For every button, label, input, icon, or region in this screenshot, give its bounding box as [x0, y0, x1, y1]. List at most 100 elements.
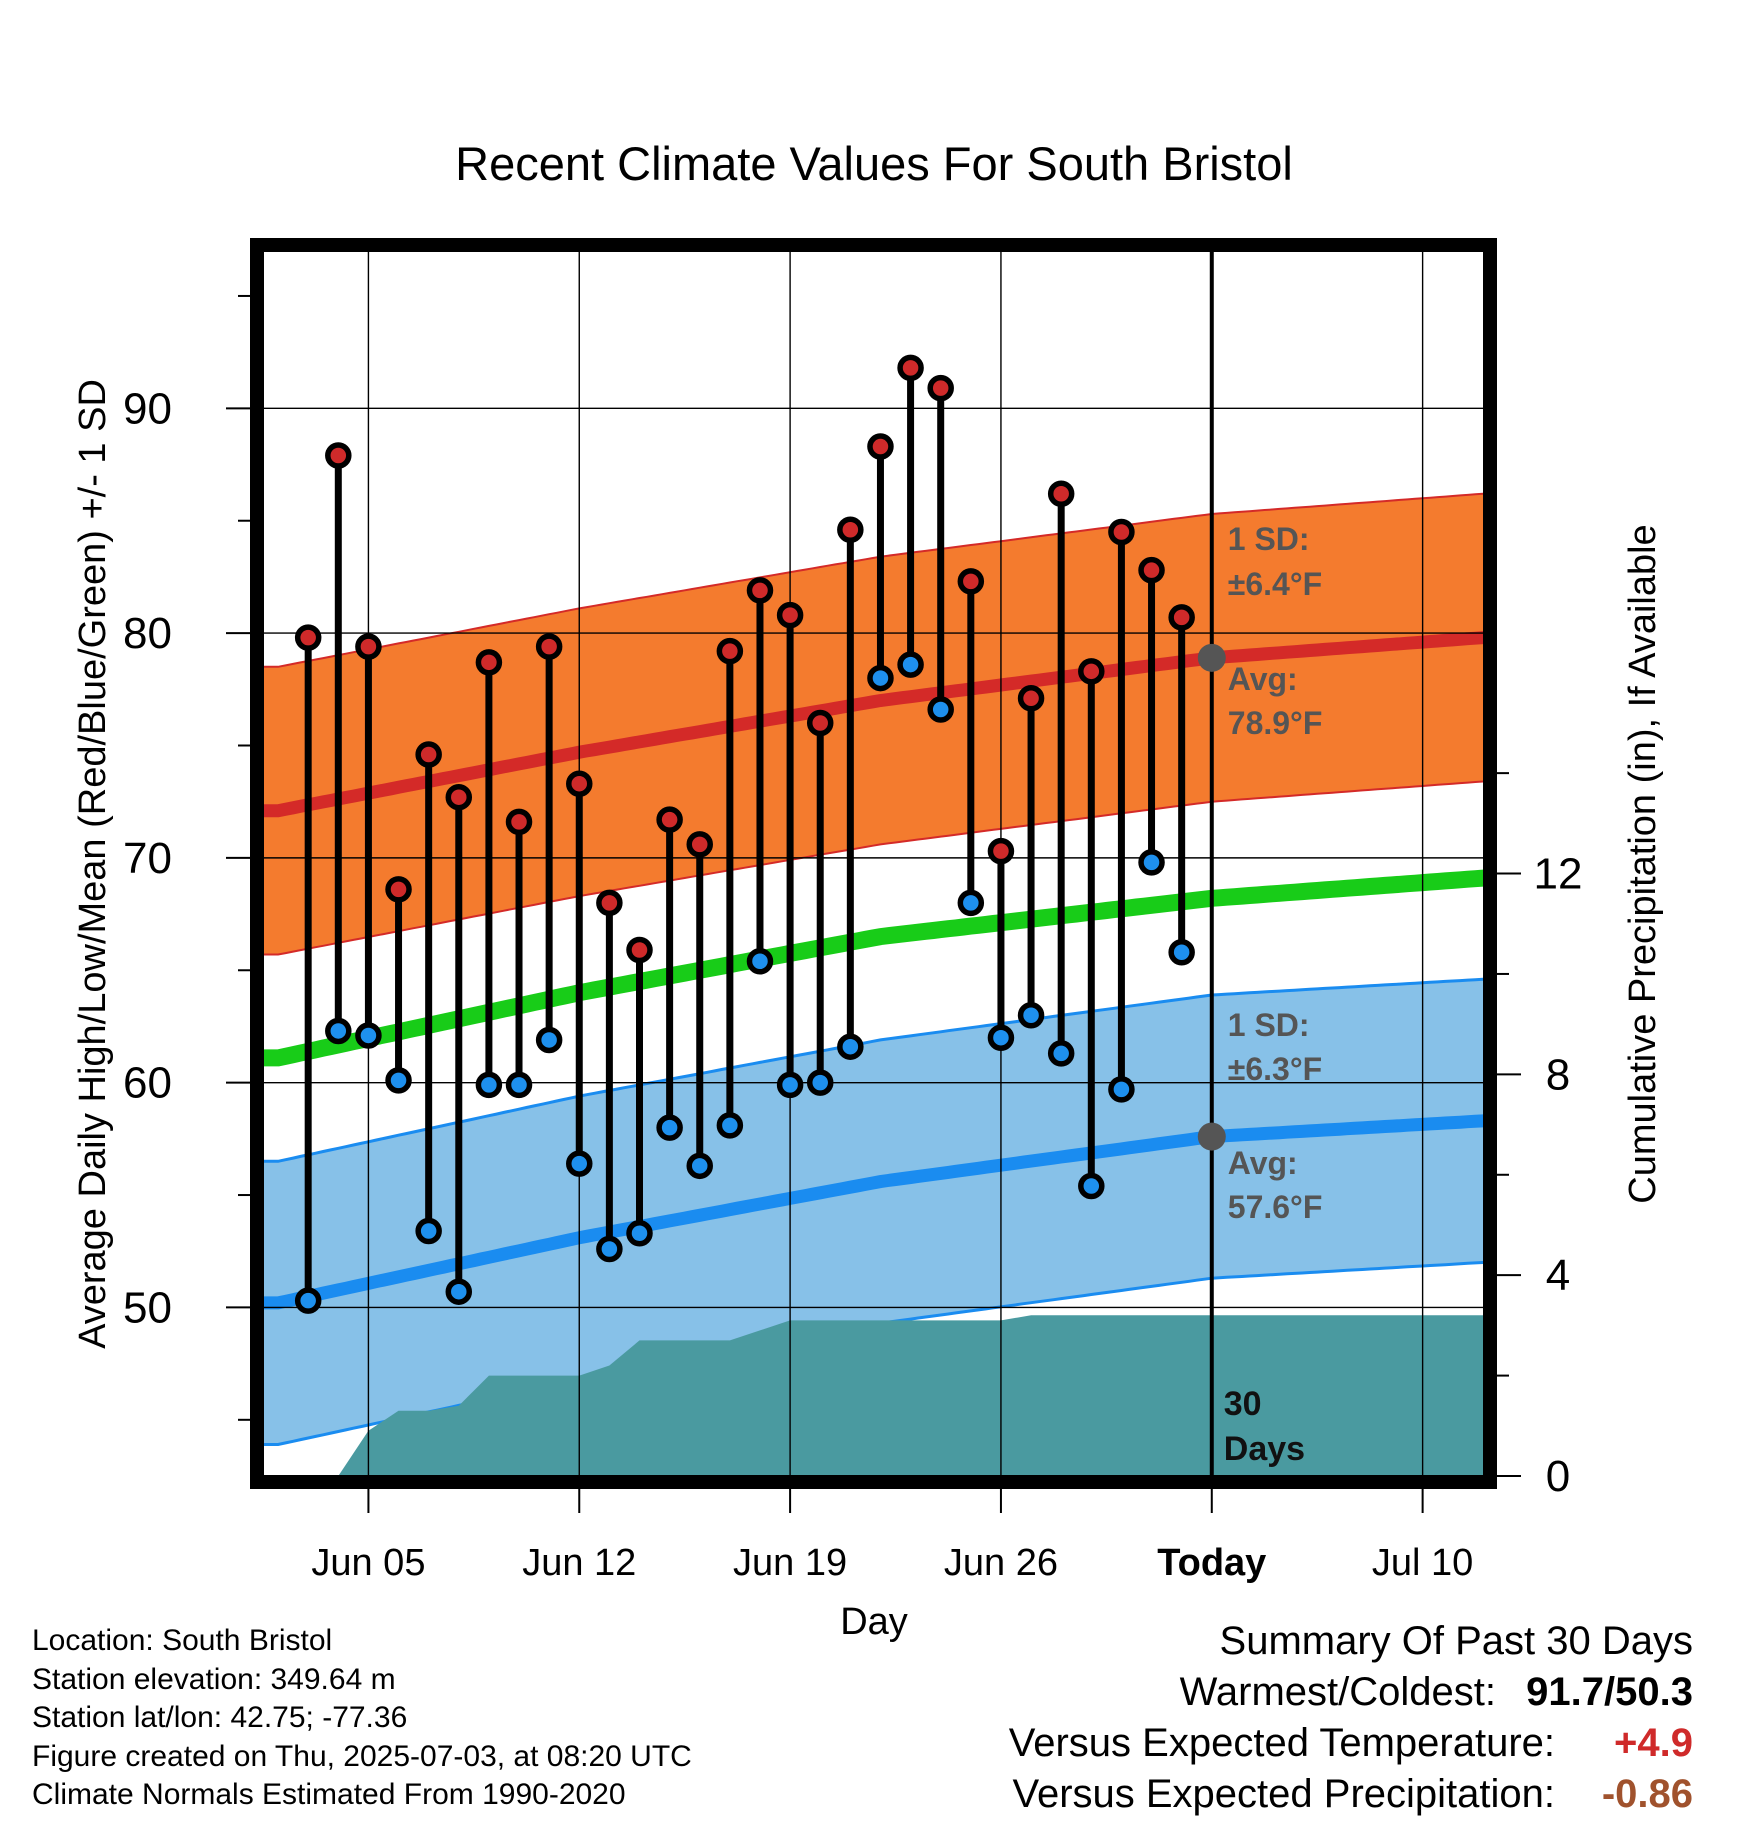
latlon-text: Station lat/lon: 42.75; -77.36	[32, 1701, 408, 1734]
precip-departure-value: -0.86	[1601, 1772, 1693, 1816]
daily-high-point	[1017, 685, 1045, 712]
daily-low-point	[806, 1069, 834, 1096]
daily-high-point	[1168, 604, 1195, 631]
daily-high-point	[686, 831, 713, 858]
low-avg-label: Avg:	[1228, 1145, 1298, 1181]
daily-low-point	[415, 1217, 442, 1245]
summary-precip-row: Versus Expected Precipitation: -0.86	[1009, 1769, 1693, 1820]
axes: 50 60 70 80 90 0 4 8 12 Jun 05 Jun 12 Jun 19 Jun 26 T…	[72, 238, 1664, 1643]
daily-high-point	[776, 601, 804, 629]
daily-low-point	[927, 696, 954, 723]
summary-temp-row: Versus Expected Temperature: +4.9	[1009, 1718, 1693, 1769]
daily-low-point	[325, 1017, 352, 1045]
daily-low-point	[1047, 1040, 1075, 1067]
location-text: Location: South Bristol	[32, 1624, 333, 1657]
daily-low-point	[746, 948, 774, 975]
daily-high-point	[626, 936, 653, 964]
x-tick-label: Jun 05	[311, 1542, 425, 1584]
daily-high-point	[505, 808, 533, 836]
precip-departure-label: Versus Expected Precipitation:	[1012, 1772, 1555, 1816]
y-axis-title: Average Daily High/Low/Mean (Red/Blue/Gr…	[72, 379, 114, 1349]
station-info: Location: South Bristol Station elevatio…	[32, 1622, 692, 1815]
daily-low-point	[355, 1022, 382, 1049]
high-avg-label: Avg:	[1228, 661, 1298, 697]
daily-high-point	[355, 633, 382, 660]
daily-low-point	[897, 651, 924, 678]
high-sd-upper-edge	[263, 492, 1484, 668]
warmest-value: 91.7/50.3	[1526, 1670, 1693, 1714]
daily-high-point	[897, 354, 924, 382]
daily-high-point	[957, 568, 985, 595]
x-axis-title: Day	[840, 1601, 908, 1643]
daily-low-point	[566, 1150, 593, 1177]
daily-high-point	[1078, 658, 1105, 685]
high-sd-label: 1 SD:	[1228, 521, 1310, 557]
daily-low-point	[686, 1152, 713, 1180]
x-tick-label: Jun 26	[944, 1542, 1058, 1584]
daily-high-point	[716, 637, 744, 665]
daily-high-point	[294, 624, 322, 651]
daily-low-point	[294, 1287, 322, 1314]
daily-high-point	[806, 709, 834, 737]
daily-high-point	[837, 516, 864, 543]
normal-low-line	[263, 1114, 1484, 1310]
daily-high-point	[746, 577, 774, 604]
x-tick-label: Jun 19	[733, 1542, 847, 1584]
daily-high-point	[1108, 518, 1135, 546]
daily-low-point	[1017, 1001, 1045, 1029]
daily-low-point	[626, 1219, 653, 1247]
y2-tick-label: 12	[1534, 850, 1583, 899]
daily-low-point	[1138, 849, 1165, 876]
daily-low-point	[716, 1112, 744, 1139]
warmest-label: Warmest/Coldest:	[1179, 1670, 1496, 1714]
daily-low-point	[505, 1071, 533, 1099]
plot-overlay: 1 SD: ±6.4°F Avg: 78.9°F 1 SD: ±6.3°F Avg: 57.6…	[294, 251, 1323, 1476]
daily-high-point	[867, 433, 894, 460]
daily-low-point	[1168, 939, 1195, 966]
temp-departure-value: +4.9	[1614, 1721, 1693, 1765]
daily-low-point	[957, 889, 985, 917]
y-tick-label: 70	[123, 834, 172, 883]
y-tick-label: 80	[123, 609, 172, 658]
daily-high-point	[987, 837, 1015, 865]
daily-low-point	[837, 1033, 864, 1060]
x-tick-label: Jun 12	[522, 1542, 636, 1584]
today-high-avg-marker	[1197, 643, 1226, 672]
daily-high-point	[656, 806, 683, 833]
plot-frame	[250, 238, 1497, 1489]
high-sd-lower-edge	[263, 780, 1484, 956]
daily-high-point	[1138, 556, 1165, 584]
period-number: 30	[1224, 1385, 1262, 1423]
high-avg-value: 78.9°F	[1228, 705, 1323, 741]
daily-high-point	[596, 889, 623, 917]
y-tick-label: 90	[123, 384, 172, 433]
daily-high-point	[385, 876, 412, 903]
summary-heading: Summary Of Past 30 Days	[1219, 1619, 1693, 1663]
x-tick-label: Today	[1157, 1542, 1266, 1584]
chart-title: Recent Climate Values For South Bristol	[455, 137, 1293, 190]
normals-text: Climate Normals Estimated From 1990-2020	[32, 1778, 626, 1811]
daily-low-point	[596, 1235, 623, 1263]
elevation-text: Station elevation: 349.64 m	[32, 1662, 396, 1696]
today-low-avg-marker	[1197, 1122, 1226, 1151]
y-tick-label: 50	[123, 1283, 172, 1332]
daily-high-point	[927, 374, 954, 402]
low-sd-upper-edge	[263, 977, 1484, 1163]
daily-low-point	[475, 1071, 503, 1099]
daily-high-point	[415, 741, 442, 768]
daily-high-point	[566, 770, 593, 797]
daily-high-point	[325, 442, 352, 469]
y2-axis-title: Cumulative Precipitation (in), If Availa…	[1622, 524, 1664, 1203]
temp-departure-label: Versus Expected Temperature:	[1008, 1721, 1555, 1765]
y2-tick-label: 8	[1546, 1050, 1570, 1099]
x-tick-label: Jul 10	[1372, 1542, 1473, 1584]
daily-high-point	[535, 633, 563, 660]
low-sd-band	[263, 979, 1484, 1445]
low-sd-label: 1 SD:	[1228, 1007, 1310, 1043]
low-avg-value: 57.6°F	[1228, 1189, 1323, 1225]
daily-low-point	[535, 1026, 563, 1054]
daily-low-point	[385, 1067, 412, 1094]
daily-low-point	[1078, 1172, 1105, 1200]
daily-low-point	[776, 1071, 804, 1099]
low-sd-value: ±6.3°F	[1228, 1051, 1322, 1087]
